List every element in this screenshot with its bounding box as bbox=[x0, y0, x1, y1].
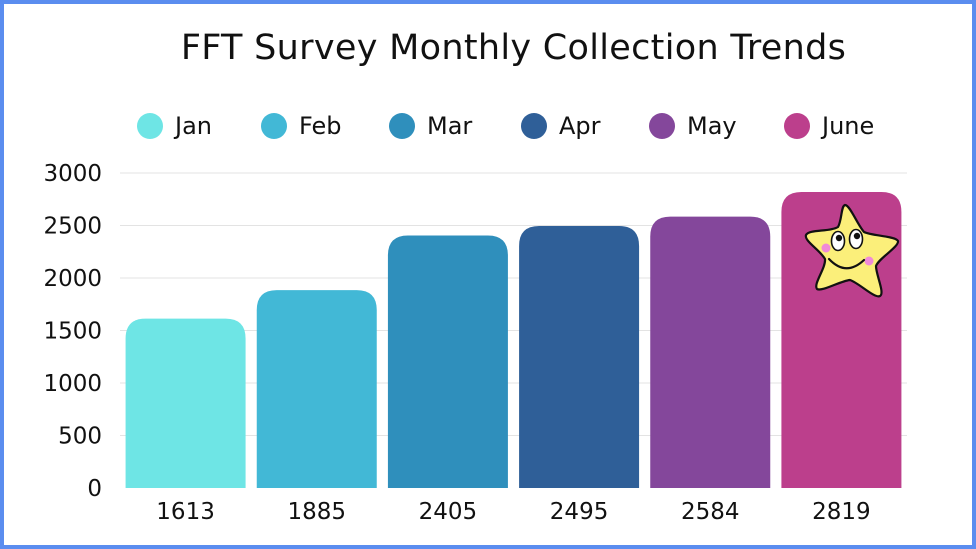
legend-item-jan: Jan bbox=[137, 108, 212, 144]
bar-value-label: 2495 bbox=[550, 499, 609, 525]
legend-swatch-jan bbox=[137, 113, 163, 139]
legend-label-may: May bbox=[687, 112, 737, 140]
bar-value-label: 1885 bbox=[287, 499, 346, 525]
y-tick-label: 1000 bbox=[43, 371, 102, 397]
legend-item-mar: Mar bbox=[389, 108, 472, 144]
legend-label-mar: Mar bbox=[427, 112, 473, 140]
bar-value-label: 2819 bbox=[812, 499, 871, 525]
star-sticker-icon bbox=[804, 203, 900, 298]
bar-jan bbox=[125, 318, 246, 488]
legend-item-feb: Feb bbox=[261, 108, 342, 144]
legend-label-feb: Feb bbox=[299, 112, 342, 140]
legend-label-june: June bbox=[822, 112, 875, 140]
bar-value-label: 1613 bbox=[156, 499, 215, 525]
y-tick-label: 0 bbox=[87, 476, 102, 502]
gridlines bbox=[120, 172, 907, 436]
legend-swatch-feb bbox=[261, 113, 287, 139]
bars bbox=[125, 192, 902, 488]
y-tick-label: 2500 bbox=[43, 214, 102, 240]
legend-swatch-june bbox=[784, 113, 810, 139]
y-tick-label: 2000 bbox=[43, 266, 102, 292]
bar-mar bbox=[387, 235, 508, 488]
chart-title: FFT Survey Monthly Collection Trends bbox=[180, 28, 847, 68]
legend-swatch-may bbox=[649, 113, 675, 139]
legend-item-may: May bbox=[649, 108, 737, 144]
bar-apr bbox=[519, 226, 640, 488]
bar-may bbox=[650, 216, 771, 488]
legend-label-jan: Jan bbox=[175, 112, 212, 140]
y-tick-label: 3000 bbox=[43, 161, 102, 187]
legend-swatch-apr bbox=[521, 113, 547, 139]
chart-legend: Jan Feb Mar Apr May June bbox=[0, 108, 976, 144]
legend-swatch-mar bbox=[389, 113, 415, 139]
legend-item-june: June bbox=[784, 108, 874, 144]
bar-value-label: 2584 bbox=[681, 499, 740, 525]
y-axis-ticks: 0 500 1000 1500 2000 2500 3000 bbox=[43, 161, 102, 502]
bar-feb bbox=[256, 290, 377, 488]
legend-label-apr: Apr bbox=[559, 112, 601, 140]
y-tick-label: 500 bbox=[58, 424, 102, 450]
bar-value-label: 2405 bbox=[419, 499, 478, 525]
bar-value-labels: 1613 1885 2405 2495 2584 2819 bbox=[156, 499, 870, 525]
y-tick-label: 1500 bbox=[43, 319, 102, 345]
legend-item-apr: Apr bbox=[521, 108, 601, 144]
